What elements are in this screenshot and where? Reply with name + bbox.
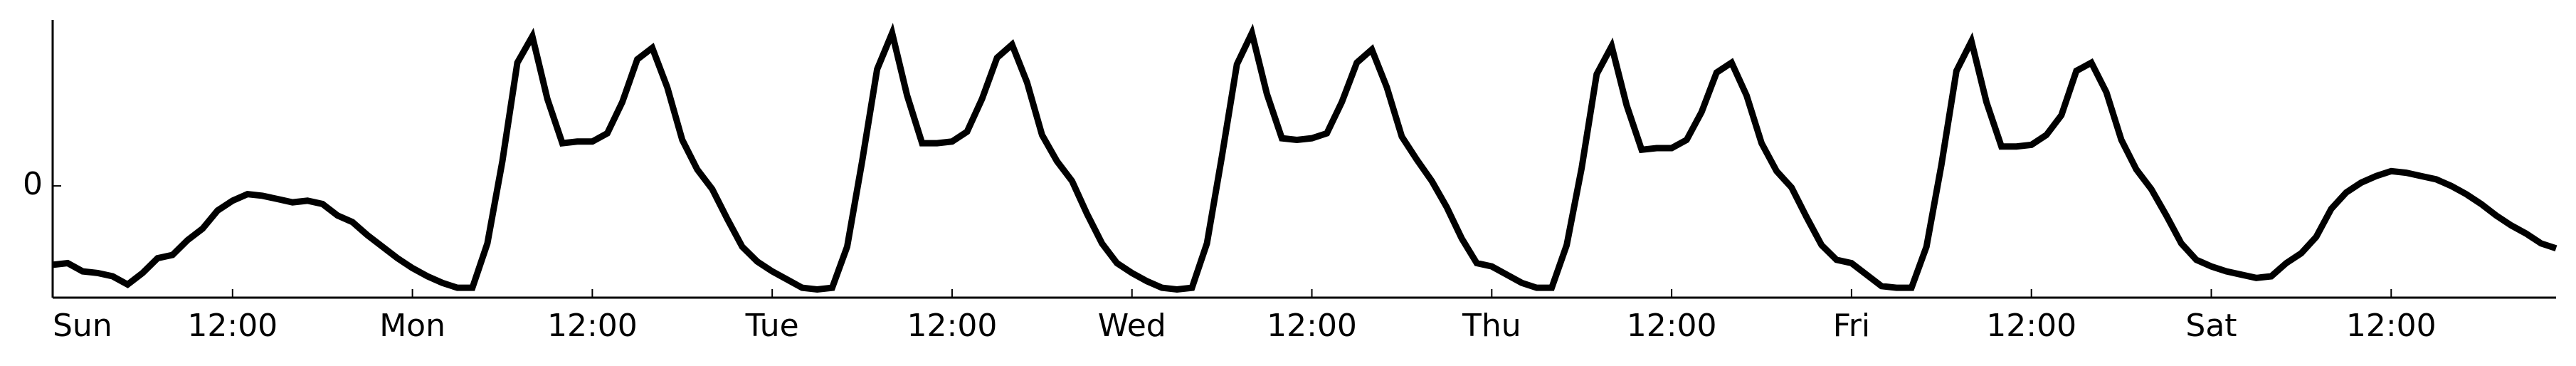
- x-tick-label: 12:00: [1267, 308, 1357, 344]
- x-tick-label: Thu: [1462, 308, 1521, 344]
- x-tick-label: Sun: [53, 308, 112, 344]
- x-tick-label: 12:00: [907, 308, 998, 344]
- x-tick-label: Sat: [2185, 308, 2237, 344]
- x-tick-label: Wed: [1098, 308, 1166, 344]
- x-tick-label: Tue: [745, 308, 799, 344]
- x-tick-label: 12:00: [1986, 308, 2076, 344]
- x-tick-label: 12:00: [1627, 308, 1717, 344]
- x-tick-label: 12:00: [187, 308, 278, 344]
- y-tick-label: 0: [23, 166, 43, 202]
- data-line: [52, 22, 2557, 293]
- x-tick-label: 12:00: [547, 308, 638, 344]
- x-tick-label: Mon: [379, 308, 445, 344]
- x-tick-label: 12:00: [2346, 308, 2437, 344]
- x-tick-label: Fri: [1833, 308, 1870, 344]
